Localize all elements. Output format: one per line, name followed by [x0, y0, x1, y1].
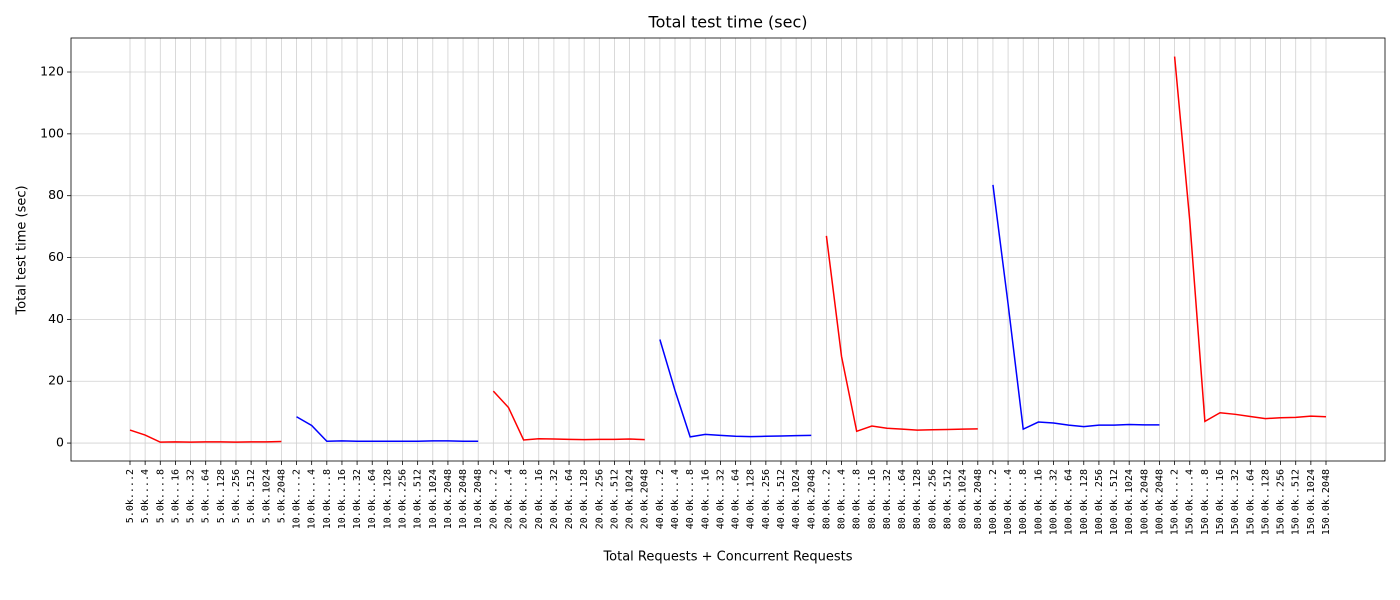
x-tick-label: 150.0k....2	[1170, 469, 1181, 535]
x-tick-label: 80.0k....8	[852, 469, 863, 529]
y-tick-label: 60	[48, 249, 64, 264]
x-tick-label: 10.0k.2048	[473, 469, 484, 529]
x-tick-label: 10.0k...32	[352, 469, 363, 529]
x-axis-label: Total Requests + Concurrent Requests	[602, 550, 852, 565]
x-tick-label: 100.0k.2048	[1154, 469, 1165, 535]
x-tick-label: 5.0k....2	[125, 469, 136, 523]
x-tick-label: 20.0k..512	[609, 469, 620, 529]
x-tick-label: 100.0k....2	[988, 469, 999, 535]
x-tick-label: 40.0k....4	[670, 469, 681, 529]
x-tick-label: 20.0k...64	[564, 469, 575, 529]
x-tick-label: 5.0k...16	[170, 469, 181, 523]
series-line	[1173, 56, 1327, 423]
series-line	[992, 184, 1160, 431]
x-tick-label: 5.0k.1024	[261, 469, 272, 523]
x-tick-label: 80.0k.2048	[973, 469, 984, 529]
x-tick-label: 100.0k..512	[1109, 469, 1120, 535]
x-tick-label: 10.0k..128	[382, 469, 393, 529]
x-tick-label: 150.0k..128	[1260, 469, 1271, 535]
x-tick-label: 40.0k...16	[700, 469, 711, 529]
x-tick-label: 100.0k...32	[1048, 469, 1059, 535]
x-tick-label: 20.0k....8	[519, 469, 530, 529]
x-tick-label: 100.0k.1024	[1124, 469, 1135, 535]
x-tick-label: 150.0k.1024	[1306, 469, 1317, 535]
x-tick-label: 80.0k..256	[927, 469, 938, 529]
chart-title: Total test time (sec)	[648, 13, 808, 32]
x-tick-label: 150.0k....8	[1200, 469, 1211, 535]
x-tick-label: 150.0k...64	[1245, 469, 1256, 535]
x-tick-label: 20.0k..256	[594, 469, 605, 529]
x-tick-label: 20.0k....2	[488, 469, 499, 529]
x-tick-label: 150.0k...32	[1230, 469, 1241, 535]
x-tick-label: 40.0k....8	[685, 469, 696, 529]
x-tick-label: 80.0k...64	[897, 469, 908, 529]
x-tick-label: 5.0k..256	[231, 469, 242, 523]
y-tick-label: 120	[40, 64, 64, 79]
x-tick-label: 80.0k....2	[821, 469, 832, 529]
x-tick-label: 5.0k....4	[140, 469, 151, 523]
x-tick-label: 40.0k...32	[715, 469, 726, 529]
series-line	[825, 235, 978, 433]
x-tick-label: 80.0k.1024	[958, 469, 969, 529]
x-tick-label: 40.0k....2	[655, 469, 666, 529]
x-tick-label: 150.0k..256	[1276, 469, 1287, 535]
x-tick-label: 80.0k..512	[943, 469, 954, 529]
y-axis-label: Total test time (sec)	[15, 185, 30, 315]
x-tick-label: 40.0k.1024	[791, 469, 802, 529]
x-tick-label: 20.0k.1024	[625, 469, 636, 529]
series-line	[296, 416, 479, 442]
x-tick-label: 20.0k...16	[534, 469, 545, 529]
x-tick-label: 100.0k...64	[1064, 469, 1075, 535]
x-tick-label: 5.0k...32	[186, 469, 197, 523]
series-line	[492, 390, 645, 441]
x-tick-label: 10.0k.2048	[458, 469, 469, 529]
x-tick-label: 150.0k.2048	[1321, 469, 1332, 535]
x-tick-label: 40.0k..256	[761, 469, 772, 529]
x-tick-label: 20.0k....4	[503, 469, 514, 529]
x-tick-label: 10.0k...16	[337, 469, 348, 529]
y-tick-label: 100	[40, 125, 64, 140]
x-tick-label: 10.0k....2	[292, 469, 303, 529]
x-tick-label: 10.0k....4	[307, 469, 318, 529]
x-tick-label: 5.0k..512	[246, 469, 257, 523]
x-tick-label: 100.0k.2048	[1139, 469, 1150, 535]
x-tick-label: 5.0k.2048	[276, 469, 287, 523]
y-tick-label: 40	[48, 311, 64, 326]
x-tick-label: 10.0k...64	[367, 469, 378, 529]
x-tick-label: 100.0k..256	[1094, 469, 1105, 535]
x-tick-label: 80.0k...32	[882, 469, 893, 529]
x-tick-label: 80.0k...16	[867, 469, 878, 529]
x-tick-label: 100.0k....4	[1003, 469, 1014, 535]
x-tick-label: 100.0k...16	[1033, 469, 1044, 535]
series-line	[129, 429, 282, 443]
series-line	[659, 339, 812, 438]
x-tick-label: 20.0k.2048	[640, 469, 651, 529]
x-tick-label: 100.0k..128	[1079, 469, 1090, 535]
x-tick-label: 20.0k...32	[549, 469, 560, 529]
x-tick-label: 5.0k...64	[201, 469, 212, 523]
x-tick-label: 40.0k..128	[746, 469, 757, 529]
y-tick-label: 20	[48, 373, 64, 388]
x-tick-label: 40.0k.2048	[806, 469, 817, 529]
plot-frame	[70, 37, 1386, 462]
x-tick-label: 10.0k.2048	[443, 469, 454, 529]
x-tick-label: 40.0k...64	[731, 469, 742, 529]
x-tick-label: 5.0k..128	[216, 469, 227, 523]
x-tick-label: 150.0k...16	[1215, 469, 1226, 535]
x-tick-label: 40.0k..512	[776, 469, 787, 529]
x-tick-label: 80.0k..128	[912, 469, 923, 529]
x-tick-label: 10.0k..256	[398, 469, 409, 529]
x-tick-label: 20.0k..128	[579, 469, 590, 529]
x-tick-label: 10.0k..512	[413, 469, 424, 529]
x-tick-label: 100.0k....8	[1018, 469, 1029, 535]
y-tick-label: 0	[56, 435, 64, 450]
x-tick-label: 5.0k....8	[155, 469, 166, 523]
x-tick-label: 150.0k....4	[1185, 469, 1196, 535]
x-tick-label: 150.0k..512	[1291, 469, 1302, 535]
x-tick-label: 10.0k....8	[322, 469, 333, 529]
y-tick-label: 80	[48, 187, 64, 202]
x-tick-label: 10.0k.1024	[428, 469, 439, 529]
x-tick-label: 80.0k....4	[837, 469, 848, 529]
